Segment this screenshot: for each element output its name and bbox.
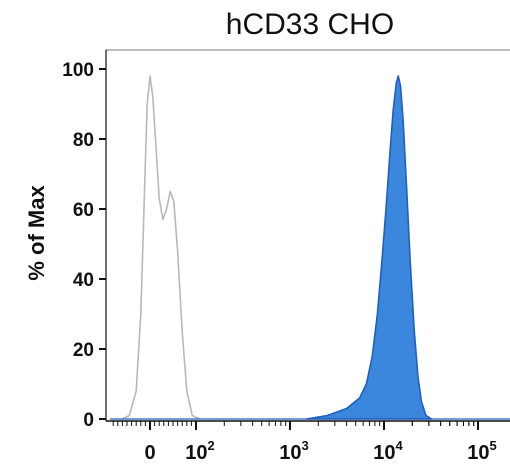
y-tick-label: 100 <box>62 60 94 81</box>
x-tick-label: 104 <box>373 438 403 464</box>
plot-frame <box>105 49 510 422</box>
x-tick-label: 103 <box>279 438 308 464</box>
axis-layer: 0 20 40 60 80 100 0 102 103 104 105 <box>62 50 510 464</box>
series-filled-histogram <box>305 75 433 420</box>
series-layer <box>110 75 510 420</box>
x-tick-label: 102 <box>185 438 214 464</box>
y-tick-label: 40 <box>73 270 94 291</box>
series-outline-histogram <box>122 75 201 420</box>
x-tick-label: 105 <box>467 438 496 464</box>
y-tick-label: 0 <box>83 410 94 431</box>
y-tick-label: 60 <box>73 200 94 221</box>
y-axis-label: % of Max <box>24 185 49 281</box>
chart-title: hCD33 CHO <box>226 8 394 41</box>
y-tick-label: 80 <box>73 130 94 151</box>
x-tick-label: 0 <box>144 442 155 464</box>
y-tick-label: 20 <box>73 340 94 361</box>
